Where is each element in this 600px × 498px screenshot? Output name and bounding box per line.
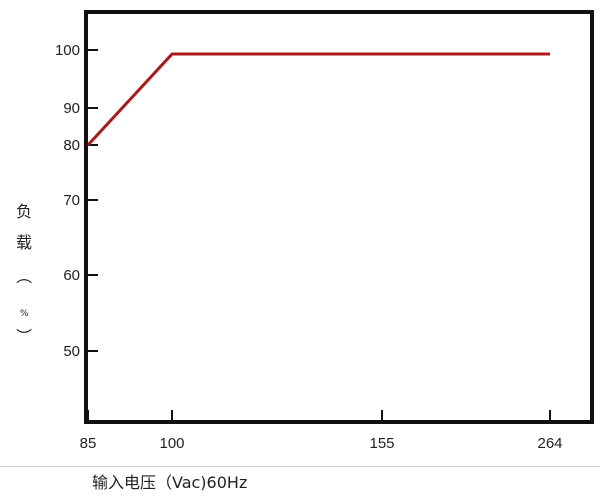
y-tick-label-100: 100 [55, 42, 80, 59]
ylabel-char-4: ） [14, 328, 33, 344]
y-tick-label-60: 60 [63, 267, 80, 284]
ticks-layer: 50 60 70 80 90 100 85 100 155 264 [55, 42, 563, 452]
plot-frame [84, 10, 594, 424]
ylabel-char-1: 载 [16, 233, 32, 252]
series-line-0 [86, 52, 550, 147]
y-tick-label-70: 70 [63, 192, 80, 209]
ylabel-char-2: （ [14, 268, 33, 284]
x-tick-label-85: 85 [80, 435, 97, 452]
x-tick-label-264: 264 [537, 435, 562, 452]
x-tick-label-100: 100 [159, 435, 184, 452]
y-tick-label-50: 50 [63, 343, 80, 360]
y-tick-label-90: 90 [63, 100, 80, 117]
x-tick-label-155: 155 [369, 435, 394, 452]
ylabel-char-3: % [20, 309, 29, 319]
bottom-divider [0, 466, 600, 467]
y-tick-label-80: 80 [63, 137, 80, 154]
series-layer [86, 52, 550, 147]
ylabel-char-0: 负 [16, 202, 32, 221]
x-axis-label: 输入电压（Vac)60Hz [92, 473, 247, 492]
